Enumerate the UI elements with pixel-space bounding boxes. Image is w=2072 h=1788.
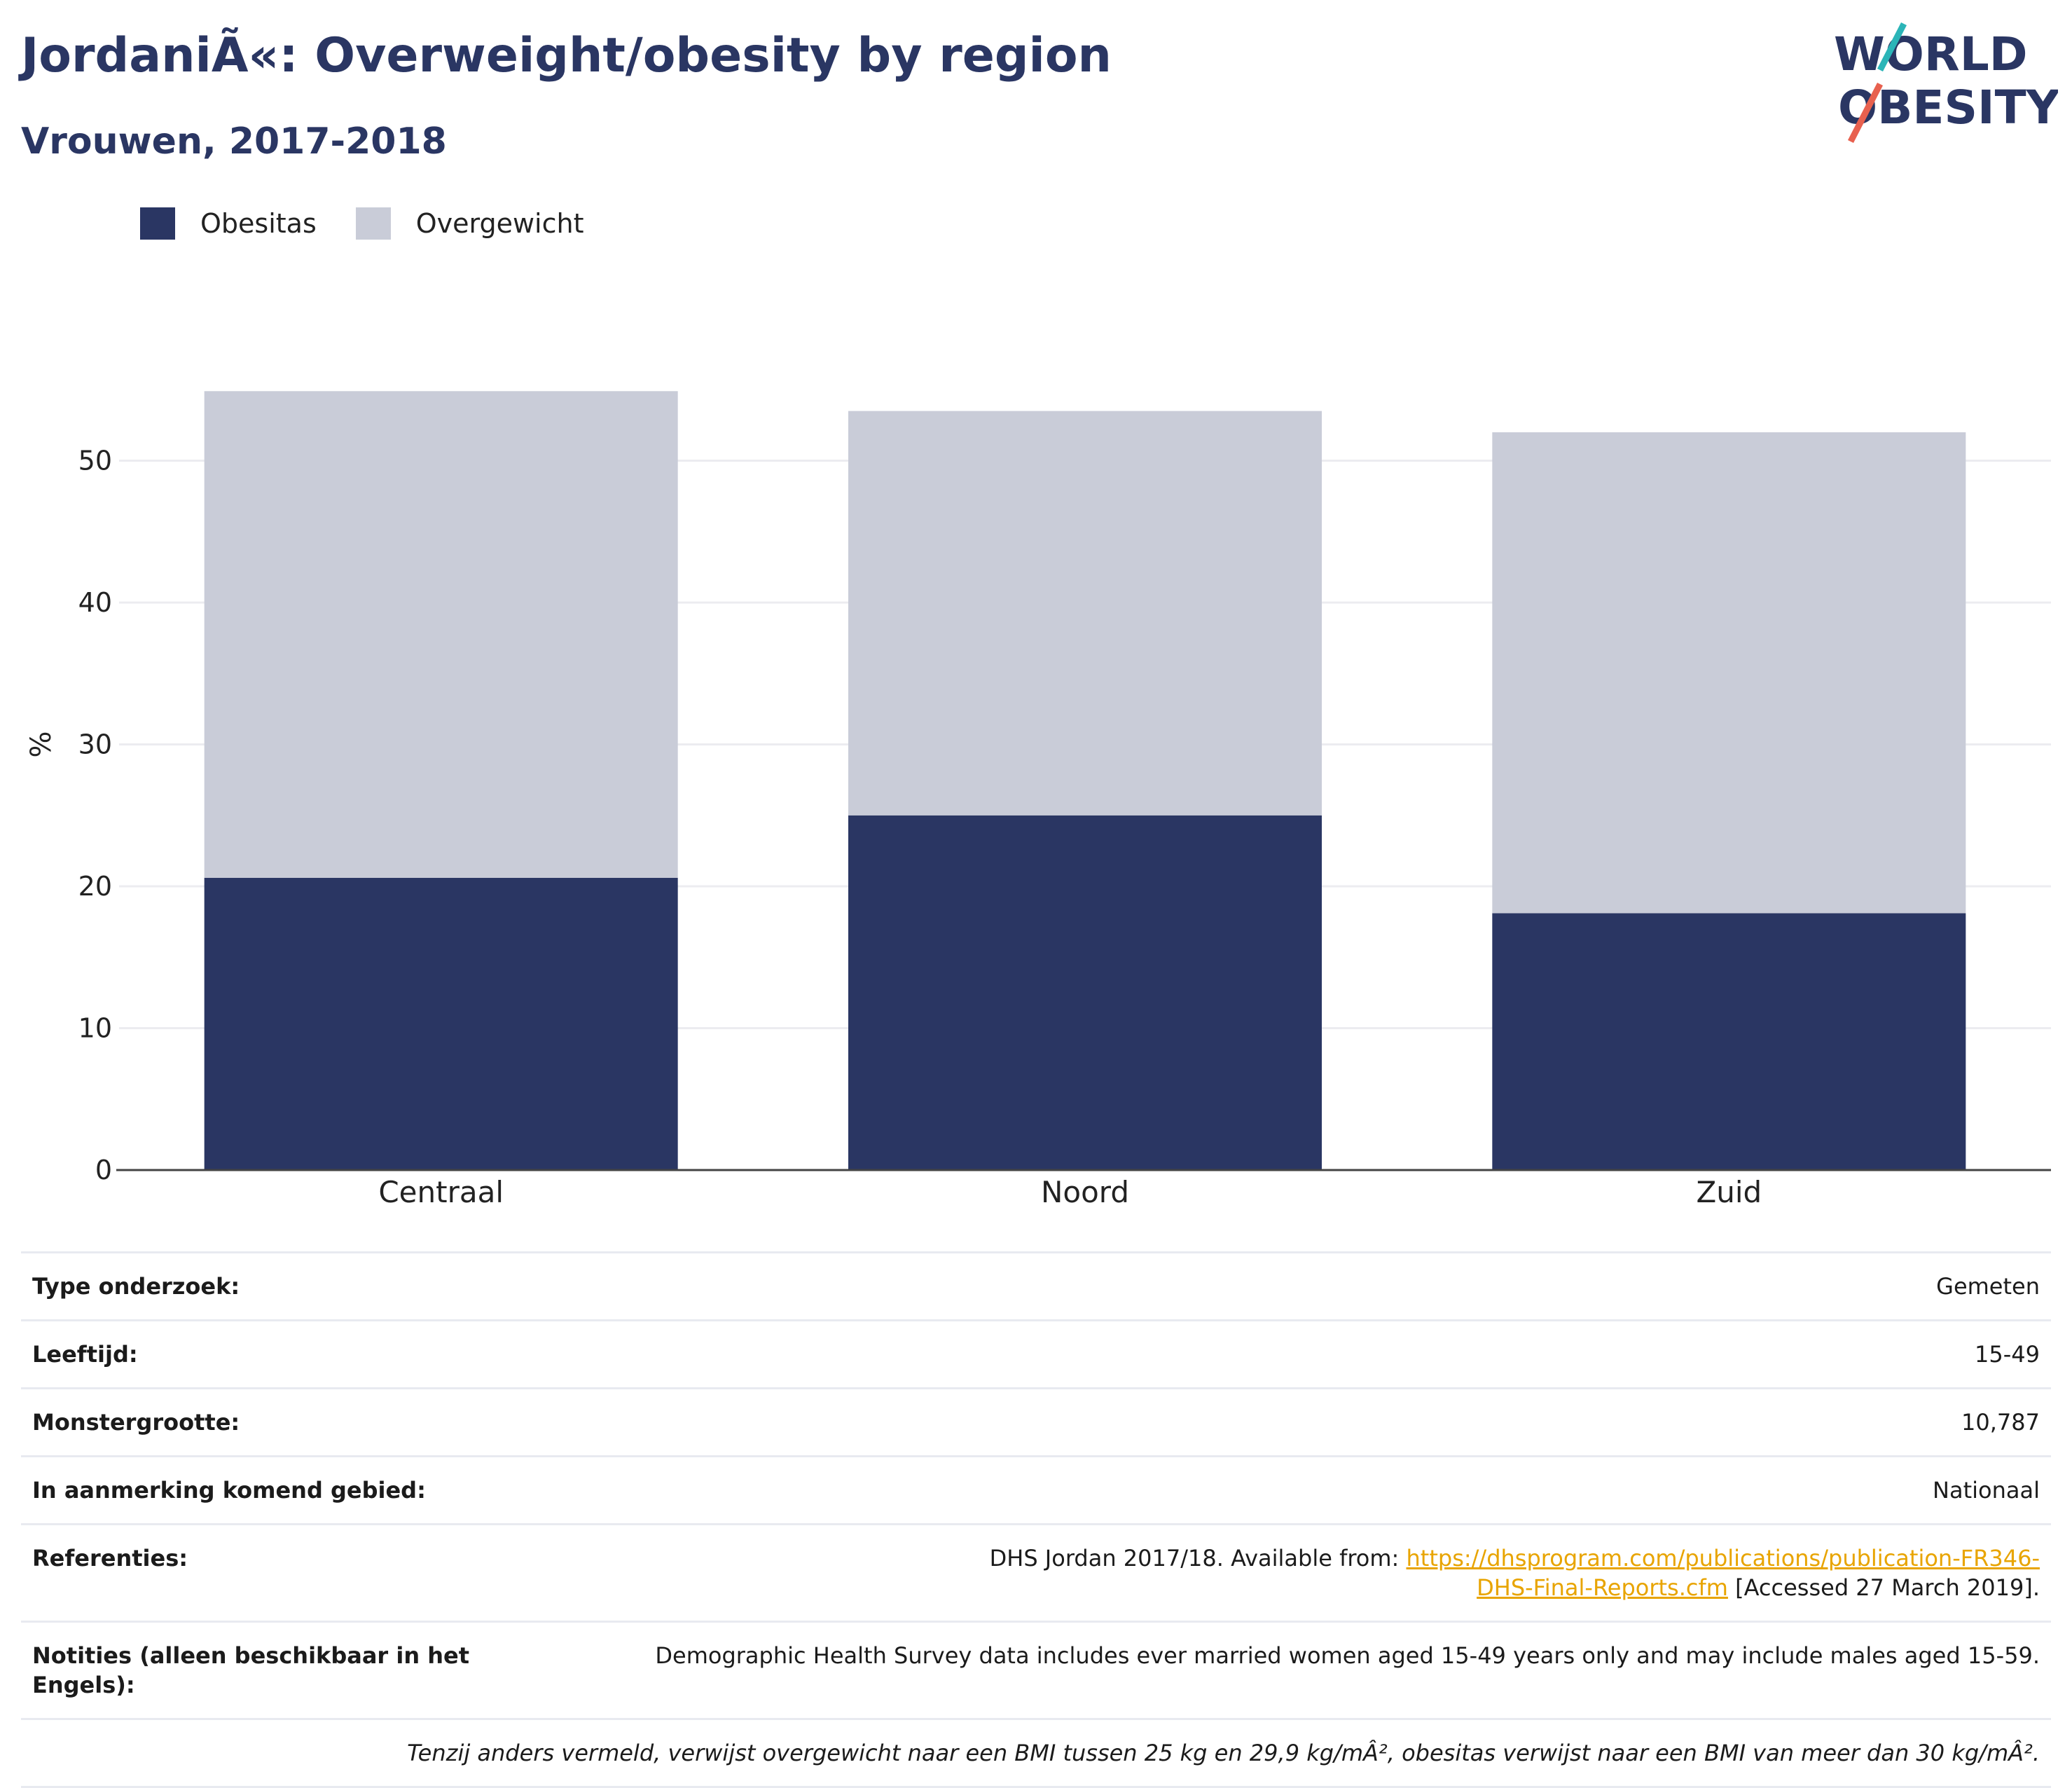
legend-label-obesitas: Obesitas (200, 208, 317, 239)
x-tick-label: Centraal (378, 1175, 504, 1209)
legend-label-overgewicht: Overgewicht (415, 208, 584, 239)
references-value: DHS Jordan 2017/18. Available from: http… (495, 1543, 2040, 1602)
y-axis-title: % (25, 731, 57, 757)
info-row-area: In aanmerking komend gebied: Nationaal (21, 1457, 2051, 1525)
bar-obesitas-centraal (204, 877, 678, 1170)
y-tick-label: 0 (95, 1155, 112, 1185)
legend-swatch-overgewicht (355, 207, 391, 240)
info-value: 15-49 (1975, 1341, 2040, 1368)
info-label: Type onderzoek: (32, 1273, 240, 1300)
y-tick-label: 10 (78, 1013, 112, 1044)
legend-item-obesitas: Obesitas (140, 207, 317, 240)
bar-overgewicht-centraal (204, 391, 678, 878)
info-value: Nationaal (1933, 1477, 2040, 1504)
info-label: Notities (alleen beschikbaar in het Enge… (32, 1642, 470, 1698)
bar-overgewicht-noord (848, 411, 1322, 816)
stacked-bar-chart: 0 10 20 30 40 50% Centraal Noord Zuid (25, 391, 2051, 1209)
info-label: Monstergrootte: (32, 1409, 240, 1436)
references-link[interactable]: https://dhsprogram.com/publications/publ… (1406, 1545, 2040, 1601)
y-tick-label: 50 (78, 446, 112, 476)
legend-item-overgewicht: Overgewicht (355, 207, 584, 240)
x-tick-label: Zuid (1696, 1175, 1762, 1209)
references-suffix: [Accessed 27 March 2019]. (1727, 1574, 2040, 1601)
info-row-age: Leeftijd: 15-49 (21, 1321, 2051, 1389)
info-value: Gemeten (1936, 1273, 2040, 1300)
info-row-notes: Notities (alleen beschikbaar in het Enge… (21, 1623, 2051, 1720)
y-tick-label: 40 (78, 587, 112, 618)
legend-swatch-obesitas (140, 207, 175, 240)
y-tick-label: 20 (78, 871, 112, 902)
y-tick-label: 30 (78, 729, 112, 760)
bar-obesitas-noord (848, 815, 1322, 1170)
bar-overgewicht-zuid (1492, 432, 1966, 914)
info-row-sample-size: Monstergrootte: 10,787 (21, 1389, 2051, 1457)
info-value: 10,787 (1961, 1409, 2040, 1436)
legend: Obesitas Overgewicht (140, 207, 623, 240)
chart-subtitle: Vrouwen, 2017-2018 (21, 121, 447, 163)
references-prefix: DHS Jordan 2017/18. Available from: (989, 1545, 1407, 1572)
info-value: Demographic Health Survey data includes … (655, 1642, 2040, 1669)
info-row-references: Referenties: DHS Jordan 2017/18. Availab… (21, 1525, 2051, 1623)
info-label: Leeftijd: (32, 1341, 138, 1368)
bar-obesitas-zuid (1492, 913, 1966, 1170)
footnote-text: Tenzij anders vermeld, verwijst overgewi… (407, 1740, 2040, 1766)
info-label: In aanmerking komend gebied: (32, 1477, 426, 1504)
chart-title: JordaniÃ«: Overweight/obesity by region (21, 28, 1112, 83)
x-tick-label: Noord (1041, 1175, 1129, 1209)
survey-info-table: Type onderzoek: Gemeten Leeftijd: 15-49 … (21, 1251, 2051, 1788)
info-row-survey-type: Type onderzoek: Gemeten (21, 1253, 2051, 1321)
logo-line-1: WORLD (1834, 27, 2028, 81)
info-footnote: Tenzij anders vermeld, verwijst overgewi… (21, 1720, 2051, 1788)
info-label: Referenties: (32, 1545, 188, 1572)
world-obesity-logo: WORLD OBESITY (1834, 22, 2058, 144)
